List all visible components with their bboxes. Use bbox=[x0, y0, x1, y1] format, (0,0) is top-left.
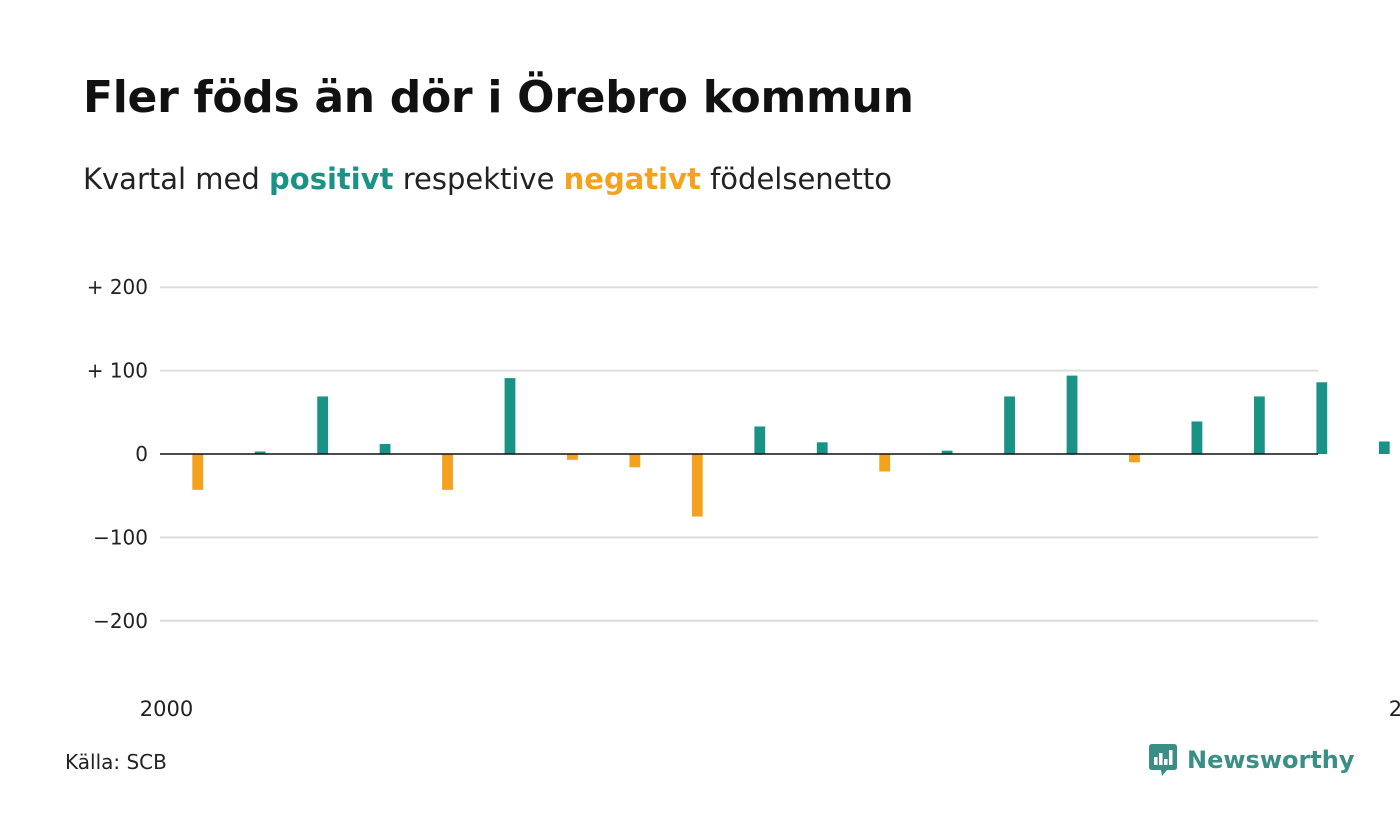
y-tick-label: + 100 bbox=[87, 359, 148, 383]
grid-lines bbox=[160, 286, 1318, 622]
bar bbox=[192, 454, 204, 490]
bar bbox=[379, 443, 391, 454]
source-note: Källa: SCB bbox=[65, 750, 167, 774]
bar bbox=[254, 451, 266, 454]
newsworthy-logo-icon bbox=[1149, 744, 1177, 776]
bar bbox=[691, 454, 703, 517]
bar bbox=[1191, 421, 1203, 454]
x-tick-label: 2000 bbox=[140, 697, 193, 721]
subtitle-prefix: Kvartal med bbox=[83, 162, 270, 196]
bar bbox=[317, 396, 329, 454]
bar bbox=[816, 442, 828, 454]
bar bbox=[1129, 454, 1140, 463]
subtitle-negative: negativt bbox=[563, 162, 701, 196]
brand-logo: Newsworthy bbox=[1148, 742, 1355, 778]
y-tick-label: −200 bbox=[93, 609, 148, 633]
subtitle-suffix: födelsenetto bbox=[700, 162, 892, 196]
x-axis-labels: 20002005201020152020 bbox=[140, 697, 1400, 721]
bar bbox=[567, 454, 578, 460]
subtitle-positive: positivt bbox=[269, 162, 394, 196]
brand-name: Newsworthy bbox=[1187, 746, 1355, 774]
y-tick-label: + 200 bbox=[87, 275, 148, 299]
y-tick-label: −100 bbox=[93, 525, 148, 549]
bar bbox=[1253, 396, 1265, 454]
bar bbox=[629, 454, 641, 468]
bar bbox=[754, 426, 766, 454]
bar bbox=[1066, 375, 1078, 454]
bar bbox=[1378, 441, 1390, 454]
bar bbox=[442, 454, 453, 490]
chart-subtitle: Kvartal med positivt respektive negativt… bbox=[83, 162, 892, 196]
chart-title: Fler föds än dör i Örebro kommun bbox=[83, 72, 914, 123]
bar bbox=[1004, 396, 1015, 454]
bar bbox=[941, 450, 953, 454]
bar bbox=[879, 454, 891, 472]
bar bbox=[1316, 382, 1328, 454]
subtitle-middle: respektive bbox=[393, 162, 564, 196]
y-axis-labels: + 200 + 100 0 −100 −200 bbox=[87, 275, 148, 633]
y-tick-label: 0 bbox=[135, 442, 148, 466]
bars bbox=[192, 375, 1390, 517]
x-tick-label: 2005 bbox=[1389, 697, 1400, 721]
bar bbox=[504, 378, 516, 454]
